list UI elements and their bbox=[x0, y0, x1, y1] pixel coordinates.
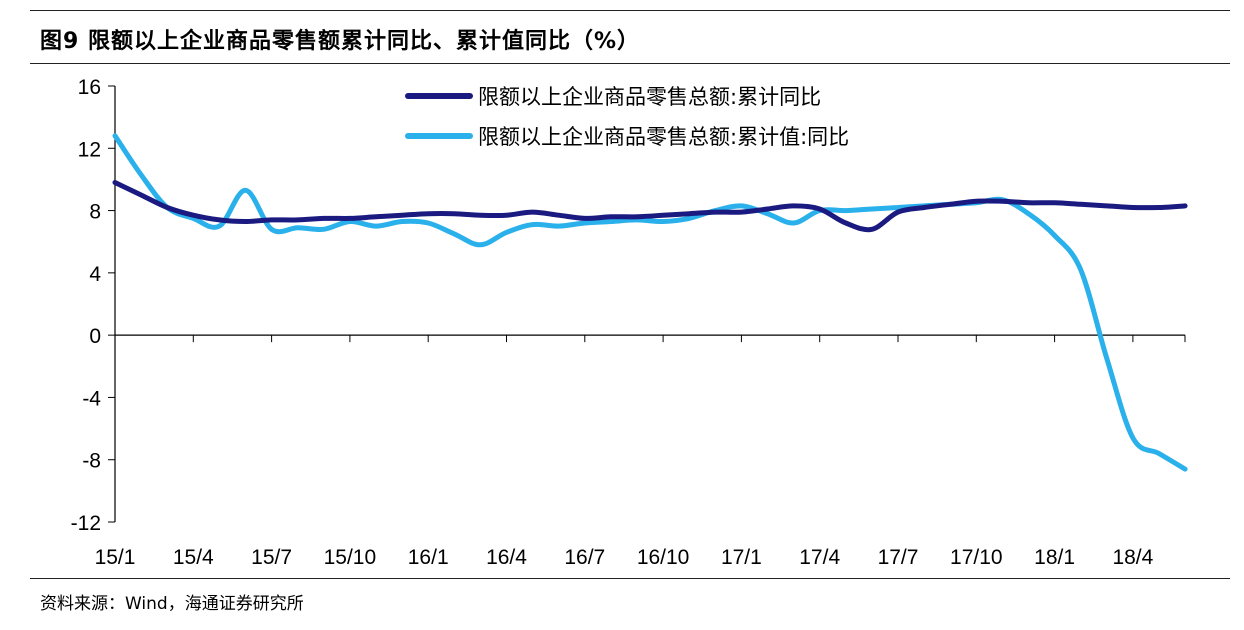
chart-title: 图9 限额以上企业商品零售额累计同比、累计值同比（%） bbox=[40, 29, 641, 54]
x-tick-label: 15/4 bbox=[173, 546, 214, 569]
x-tick-label: 16/4 bbox=[486, 546, 527, 569]
y-tick-label: -8 bbox=[82, 450, 101, 473]
y-tick-label: 0 bbox=[89, 325, 101, 348]
legend-item-cumulative-yoy: 限额以上企业商品零售总额:累计同比 bbox=[478, 85, 821, 109]
x-tick-label: 16/7 bbox=[564, 546, 605, 569]
x-tick-label: 16/10 bbox=[637, 546, 690, 569]
axes: 16 12 8 4 0 -4 -8 -12 15/1 15/4 15/7 15/10 16/1 16/4 1… bbox=[71, 76, 1186, 569]
y-tick-label: -4 bbox=[82, 387, 101, 410]
footer: 资料来源：Wind，海通证券研究所 bbox=[30, 578, 1230, 619]
x-tick-label: 15/10 bbox=[324, 546, 377, 569]
title-bar: 图9 限额以上企业商品零售额累计同比、累计值同比（%） bbox=[30, 10, 1230, 64]
y-tick-label: 4 bbox=[89, 263, 101, 286]
x-tick-label: 18/1 bbox=[1034, 546, 1075, 569]
legend-item-cumulative-value-yoy: 限额以上企业商品零售总额:累计值:同比 bbox=[478, 125, 849, 149]
y-tick-label: 8 bbox=[89, 201, 101, 224]
x-tick-label: 17/7 bbox=[878, 546, 919, 569]
source-note: 资料来源：Wind，海通证券研究所 bbox=[40, 594, 304, 614]
x-tick-label: 17/4 bbox=[799, 546, 840, 569]
x-tick-label: 16/1 bbox=[408, 546, 449, 569]
series-line-cumulative-yoy bbox=[112, 180, 1188, 233]
y-tick-label: 12 bbox=[78, 138, 101, 161]
x-tick-label: 17/1 bbox=[721, 546, 762, 569]
x-tick-label: 15/1 bbox=[95, 546, 136, 569]
y-tick-label: -12 bbox=[71, 512, 101, 535]
y-tick-label: 16 bbox=[78, 76, 101, 99]
series-lines bbox=[112, 133, 1188, 472]
x-tick-label: 18/4 bbox=[1112, 546, 1153, 569]
x-tick-label: 17/10 bbox=[950, 546, 1003, 569]
x-tick-label: 15/7 bbox=[251, 546, 292, 569]
series-line-cumulative-value-yoy bbox=[112, 133, 1188, 472]
